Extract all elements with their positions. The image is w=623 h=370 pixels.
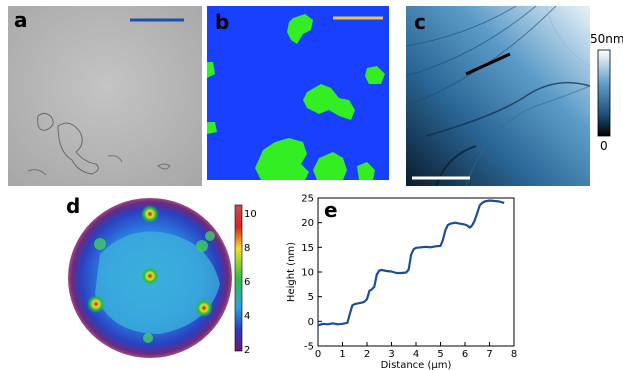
panel-label-b: b [215, 10, 230, 34]
y-tick-label: 15 [301, 243, 314, 254]
x-axis-label: Distance (μm) [381, 360, 452, 370]
y-tick-label: 10 [301, 268, 314, 279]
x-tick-label: 7 [486, 349, 492, 360]
panel-d-image [68, 198, 232, 358]
panel-label-e: e [324, 198, 338, 222]
panel-b-image [207, 6, 389, 180]
y-axis-label: Height (nm) [286, 242, 297, 302]
panel-d: d [60, 194, 260, 364]
colorbar-d-tick-6: 6 [244, 277, 251, 288]
colorbar-d-tick-8: 8 [244, 243, 251, 254]
panel-label-a: a [14, 8, 28, 32]
x-tick-label: 4 [413, 349, 419, 360]
x-tick-label: 3 [388, 349, 394, 360]
x-tick-label: 6 [462, 349, 468, 360]
colorbar-c: 50nm 0 [590, 30, 623, 155]
colorbar-c-bottom-label: 0 [600, 139, 608, 153]
panel-c: c [405, 5, 591, 187]
y-tick-label: 0 [308, 317, 314, 328]
panel-label-c: c [414, 10, 426, 34]
x-tick-label: 0 [315, 349, 321, 360]
colorbar-d-tick-10: 10 [244, 209, 257, 220]
y-tick-label: -5 [304, 342, 314, 353]
x-tick-label: 1 [339, 349, 345, 360]
panel-c-image [405, 5, 591, 187]
panel-b: b [207, 6, 389, 180]
x-tick-label: 5 [437, 349, 443, 360]
series-line [317, 199, 505, 327]
panel-label-d: d [66, 194, 81, 218]
y-tick-label: 25 [301, 194, 314, 205]
panel-e: 0 1 2 3 4 5 6 7 8 -5 0 5 10 15 20 25 Distance (μm) Height… [282, 190, 522, 370]
x-tick-label: 8 [511, 349, 517, 360]
y-tick-label: 20 [301, 218, 314, 229]
colorbar-d-tick-4: 4 [244, 311, 251, 322]
panel-a: a [8, 6, 202, 186]
colorbar-c-top-label: 50nm [590, 32, 623, 46]
afm-profile-line [465, 52, 511, 76]
panel-a-image [8, 6, 202, 186]
x-tick-label: 2 [364, 349, 370, 360]
y-tick-label: 5 [308, 292, 314, 303]
colorbar-d-tick-2: 2 [244, 345, 251, 356]
colorbar-d: 10 8 6 4 2 [234, 203, 264, 356]
